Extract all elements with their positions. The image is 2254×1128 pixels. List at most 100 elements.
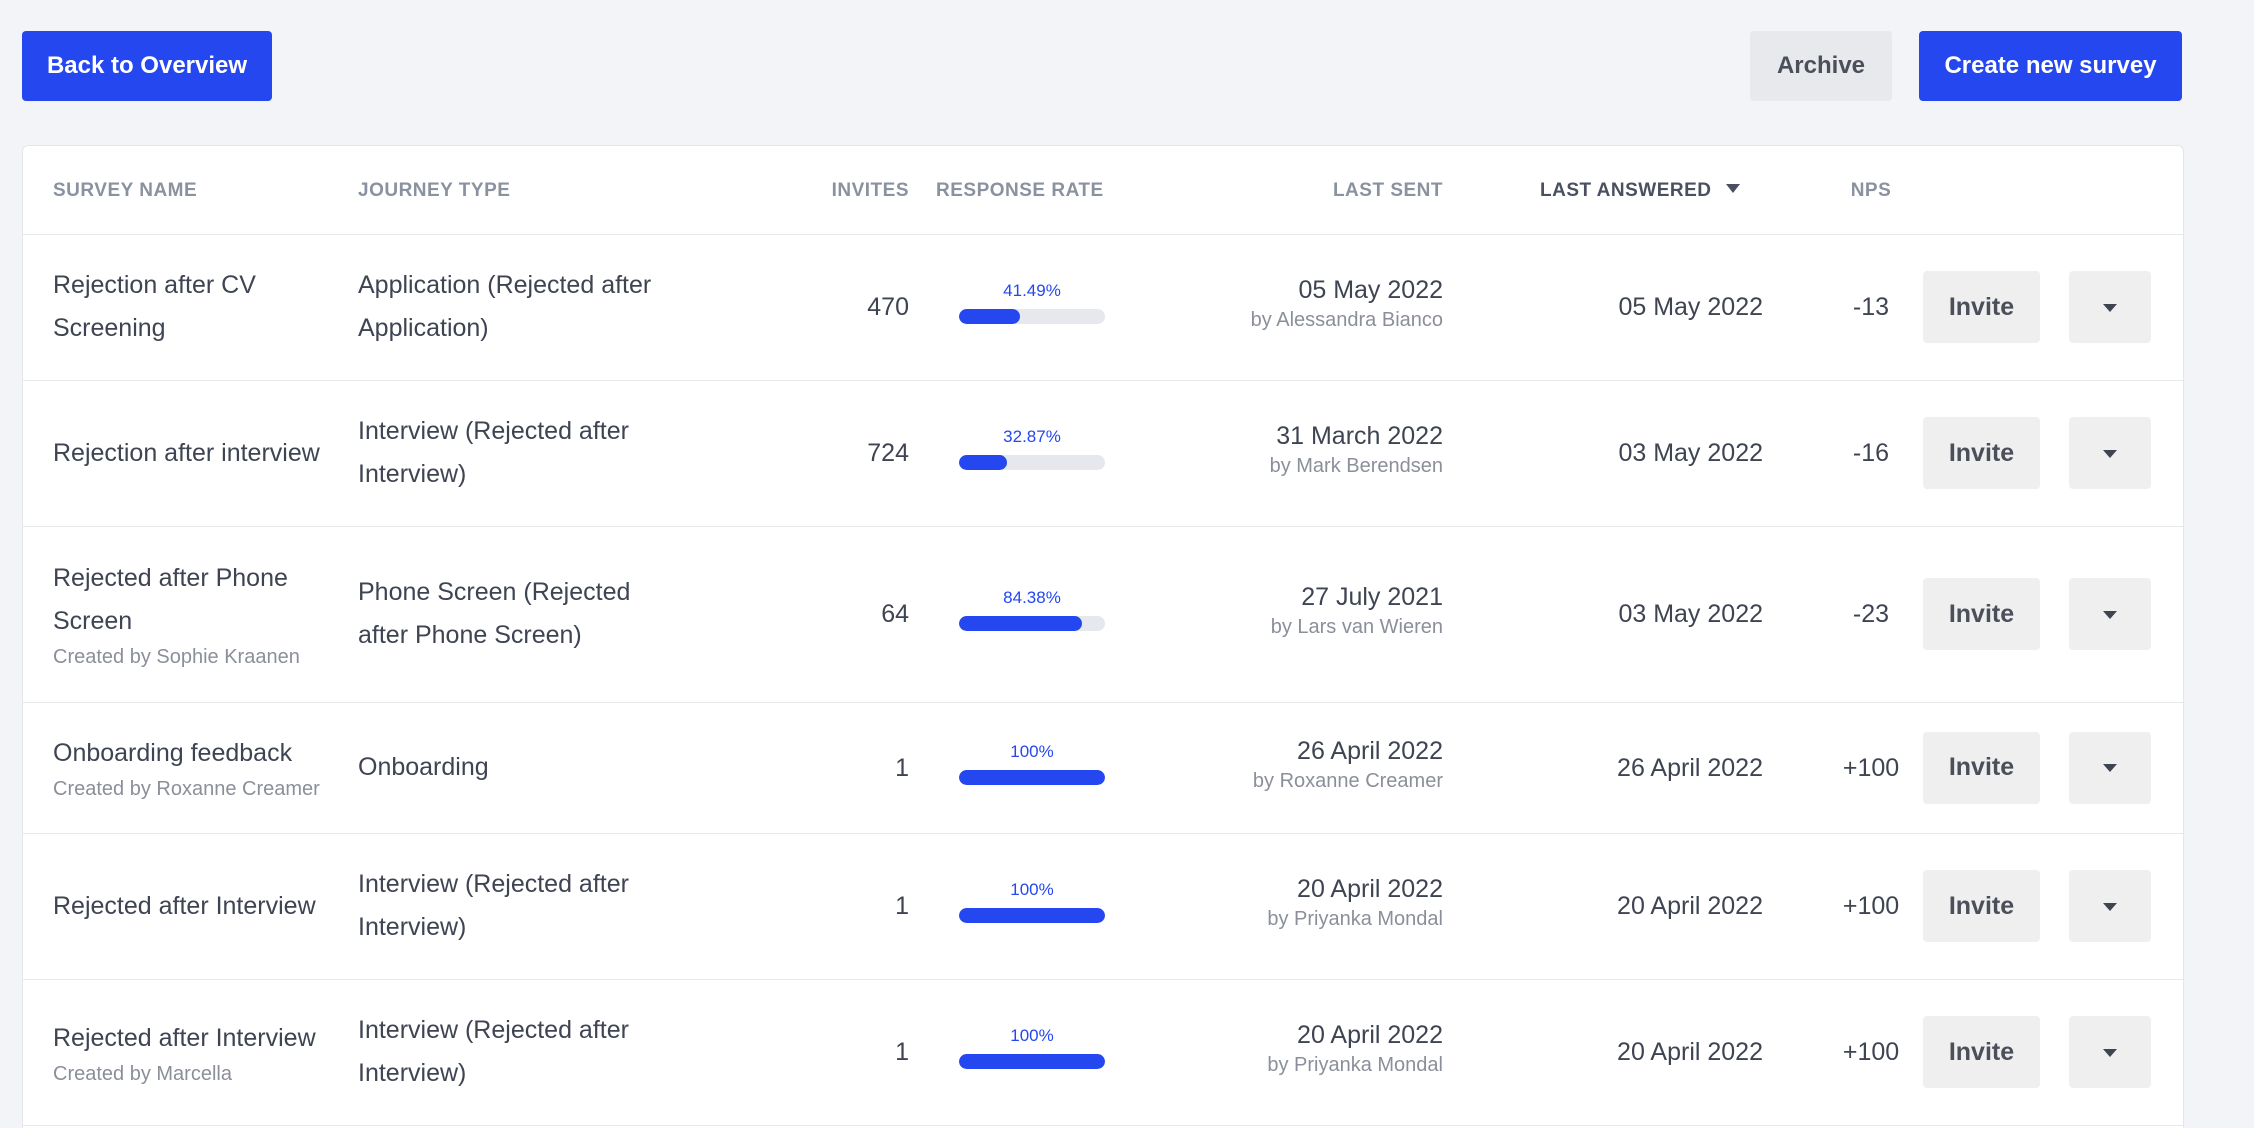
survey-name[interactable]: Rejected after Phone (53, 564, 288, 592)
last-sent-by: by Roxanne Creamer (1252, 769, 1443, 792)
invite-button[interactable]: Invite (1923, 417, 2040, 489)
table-header: SURVEY NAME JOURNEY TYPE INVITES RESPONS… (23, 146, 2183, 235)
column-header-last-sent[interactable]: LAST SENT (1332, 180, 1443, 201)
row-menu-button[interactable] (2069, 870, 2151, 942)
response-rate-value: 41.49% (1003, 281, 1061, 300)
invites-count: 1 (895, 892, 909, 920)
column-header-invites[interactable]: INVITES (831, 180, 909, 201)
row-menu-button[interactable] (2069, 271, 2151, 343)
column-header-nps[interactable]: NPS (1850, 180, 1892, 201)
table-row: Rejected after Phone Screen Created by Sop… (23, 526, 2183, 703)
invite-button[interactable]: Invite (1923, 731, 2040, 804)
response-rate-fill (959, 616, 1083, 631)
column-header-last-answered[interactable]: LAST ANSWERED (1540, 180, 1740, 202)
last-sent-date: 27 July 2021 (1301, 583, 1443, 611)
table-row: Rejected after Interview Created by Marce… (23, 979, 2183, 1126)
response-rate-fill (959, 769, 1105, 785)
nps-score: -13 (1852, 293, 1890, 321)
response-rate-bar (959, 616, 1105, 631)
last-sent-date: 20 April 2022 (1297, 1021, 1443, 1049)
invite-button[interactable]: Invite (1923, 578, 2040, 650)
journey-type: Phone Screen (Rejected (358, 578, 631, 606)
column-header-survey-name[interactable]: SURVEY NAME (53, 180, 198, 201)
column-header-last-answered-label: LAST ANSWERED (1540, 180, 1712, 201)
response-rate-value: 100% (1010, 1026, 1054, 1045)
survey-name[interactable]: Screening (53, 314, 166, 342)
create-new-survey-button[interactable]: Create new survey (1919, 31, 2182, 101)
last-sent-date: 20 April 2022 (1297, 875, 1443, 903)
row-menu-button[interactable] (2069, 1016, 2151, 1088)
survey-name[interactable]: Screen (53, 607, 133, 635)
response-rate-bar (959, 309, 1105, 324)
journey-type: Interview) (358, 460, 467, 488)
survey-name[interactable]: Onboarding feedback (53, 739, 293, 767)
survey-name[interactable]: Rejection after CV (53, 271, 256, 299)
survey-created-by: Created by Sophie Kraanen (53, 646, 300, 668)
survey-name[interactable]: Rejected after Interview (53, 1023, 316, 1052)
last-answered-date: 20 April 2022 (1617, 1038, 1763, 1066)
archive-button[interactable]: Archive (1750, 31, 1892, 101)
last-answered-date: 03 May 2022 (1618, 439, 1763, 467)
response-rate-value: 84.38% (1003, 588, 1061, 607)
caret-down-icon (2103, 902, 2117, 911)
response-rate-fill (959, 908, 1105, 923)
invite-button[interactable]: Invite (1923, 870, 2040, 942)
last-sent-by: by Priyanka Mondal (1267, 1054, 1443, 1076)
response-rate-bar (959, 908, 1105, 923)
invites-count: 470 (867, 293, 909, 321)
response-rate-fill (959, 309, 1020, 324)
survey-name[interactable]: Rejection after interview (53, 438, 320, 467)
last-answered-date: 26 April 2022 (1617, 753, 1763, 782)
last-answered-date: 03 May 2022 (1618, 600, 1763, 628)
table-row: Rejection after interview Interview (Reje… (23, 380, 2183, 527)
last-sent-date: 31 March 2022 (1276, 422, 1443, 450)
invites-count: 1 (895, 1038, 909, 1066)
invites-count: 1 (895, 753, 909, 782)
caret-down-icon (2103, 610, 2117, 619)
table-row: Onboarding feedback Created by Roxanne Cr… (23, 702, 2183, 834)
nps-score: +100 (1842, 1038, 1900, 1066)
journey-type: Interview (Rejected after (358, 1016, 629, 1044)
journey-type: Interview (Rejected after (358, 870, 629, 898)
caret-down-icon (2103, 1048, 2117, 1057)
nps-score: +100 (1842, 892, 1900, 920)
back-to-overview-button[interactable]: Back to Overview (22, 31, 272, 101)
invite-button[interactable]: Invite (1923, 1016, 2040, 1088)
surveys-table: SURVEY NAME JOURNEY TYPE INVITES RESPONS… (22, 145, 2184, 1128)
journey-type: Interview) (358, 1059, 467, 1087)
survey-name[interactable]: Rejected after Interview (53, 891, 316, 920)
last-sent-date: 05 May 2022 (1298, 276, 1443, 304)
response-rate-value: 32.87% (1003, 427, 1061, 446)
response-rate-fill (959, 1054, 1105, 1069)
journey-type: Application) (358, 314, 489, 342)
caret-down-icon (2103, 303, 2117, 312)
row-menu-button[interactable] (2069, 417, 2151, 489)
last-sent-date: 26 April 2022 (1297, 736, 1443, 765)
response-rate-value: 100% (1010, 741, 1054, 761)
journey-type: Onboarding (358, 753, 489, 781)
caret-down-icon (2103, 449, 2117, 458)
journey-type: Interview) (358, 913, 467, 941)
invites-count: 724 (867, 439, 909, 467)
caret-down-icon (2103, 764, 2117, 772)
invite-button[interactable]: Invite (1923, 271, 2040, 343)
response-rate-bar (959, 455, 1105, 470)
row-menu-button[interactable] (2069, 731, 2151, 804)
sort-descending-icon (1725, 184, 1740, 194)
column-header-journey-type[interactable]: JOURNEY TYPE (358, 180, 511, 201)
table-row: Rejection after CV Screening Application (… (23, 234, 2183, 381)
last-answered-date: 05 May 2022 (1618, 293, 1763, 321)
table-row: Rejected after Interview Interview (Rejec… (23, 833, 2183, 980)
journey-type: Interview (Rejected after (358, 417, 629, 445)
response-rate-bar (959, 769, 1105, 785)
last-sent-by: by Mark Berendsen (1269, 455, 1443, 477)
survey-created-by: Created by Marcella (53, 1062, 232, 1085)
last-sent-by: by Lars van Wieren (1270, 616, 1443, 638)
journey-type: after Phone Screen) (358, 621, 582, 649)
last-sent-by: by Alessandra Bianco (1250, 309, 1443, 331)
column-header-response-rate[interactable]: RESPONSE RATE (936, 180, 1104, 201)
nps-score: -16 (1852, 439, 1890, 467)
row-menu-button[interactable] (2069, 578, 2151, 650)
last-sent-by: by Priyanka Mondal (1267, 908, 1443, 930)
